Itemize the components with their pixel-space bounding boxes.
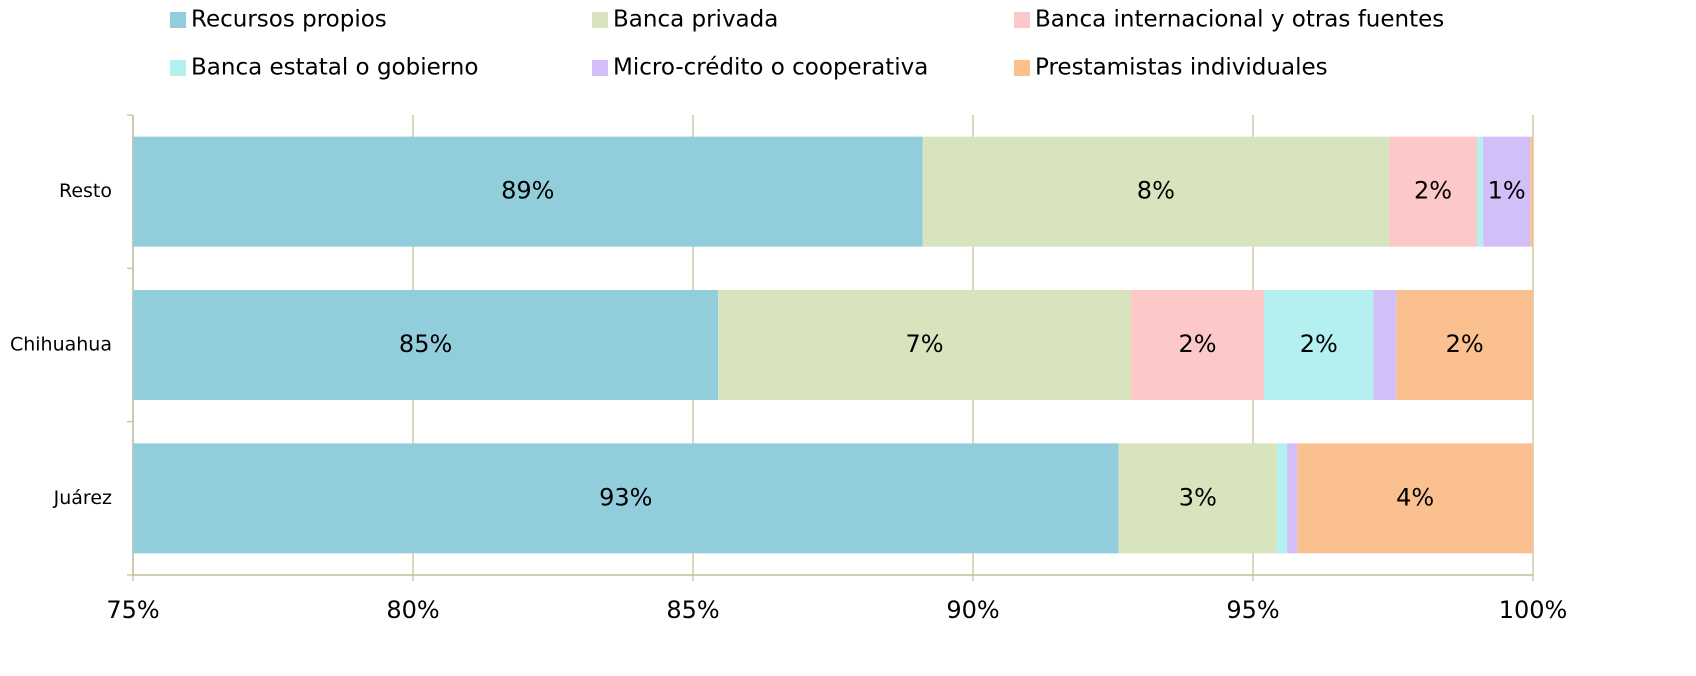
bar-segment — [1396, 290, 1533, 400]
data-label: 8% — [1137, 177, 1175, 205]
legend-swatch — [592, 60, 608, 76]
bars — [133, 136, 1533, 554]
x-tick-label: 80% — [386, 596, 439, 624]
bar-segment — [1477, 136, 1484, 247]
bar-segment — [1130, 290, 1265, 400]
legend-label: Prestamistas individuales — [1035, 55, 1328, 81]
data-label: 2% — [1300, 330, 1338, 358]
x-tick-label: 75% — [106, 596, 159, 624]
bar-segment — [133, 136, 923, 247]
legend-swatch — [170, 60, 186, 76]
bar-segment — [1287, 443, 1298, 554]
bar-segment — [1530, 136, 1533, 247]
y-tick-label: Chihuahua — [10, 334, 112, 356]
data-label: 93% — [599, 483, 652, 511]
data-label: 2% — [1446, 330, 1484, 358]
bar-segment — [1264, 290, 1374, 400]
legend-label: Micro-crédito o cooperativa — [613, 55, 928, 81]
x-tick-label: 100% — [1499, 596, 1568, 624]
legend-swatch — [592, 12, 608, 28]
data-label: 3% — [1179, 483, 1217, 511]
bar-segment — [133, 443, 1119, 554]
legend-label: Recursos propios — [191, 7, 387, 33]
data-label: 2% — [1179, 330, 1217, 358]
legend-label: Banca privada — [613, 7, 778, 33]
data-label: 4% — [1396, 483, 1434, 511]
x-tick-label: 90% — [946, 596, 999, 624]
y-tick-label: Juárez — [53, 487, 112, 509]
data-label: 2% — [1414, 177, 1452, 205]
data-label: 7% — [906, 330, 944, 358]
legend-label: Banca internacional y otras fuentes — [1035, 7, 1444, 33]
x-tick-label: 85% — [666, 596, 719, 624]
data-label: 85% — [399, 330, 452, 358]
bar-segment — [1277, 443, 1288, 554]
bar-segment — [1297, 443, 1533, 554]
bar-segment — [1483, 136, 1531, 247]
data-label: 89% — [501, 177, 554, 205]
legend-swatch — [1014, 60, 1030, 76]
bar-segment — [922, 136, 1390, 247]
legend-swatch — [170, 12, 186, 28]
bar-segment — [1373, 290, 1397, 400]
bar-segment — [1118, 443, 1278, 554]
data-label: 1% — [1488, 177, 1526, 205]
legend-label: Banca estatal o gobierno — [191, 55, 478, 81]
bar-segment — [1389, 136, 1477, 247]
bar-segment — [133, 290, 719, 400]
bar-segment — [718, 290, 1131, 400]
x-tick-label: 95% — [1226, 596, 1279, 624]
legend-swatch — [1014, 12, 1030, 28]
y-tick-label: Resto — [59, 180, 112, 202]
